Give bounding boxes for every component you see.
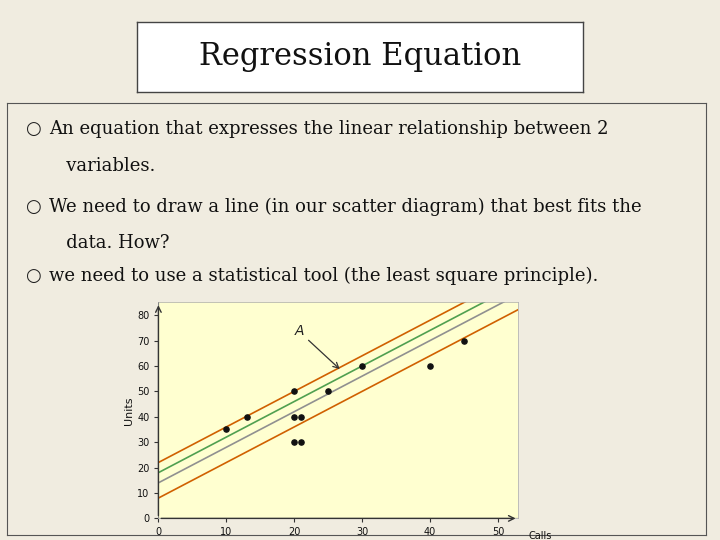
Text: An equation that expresses the linear relationship between 2: An equation that expresses the linear re… xyxy=(49,120,608,138)
Point xyxy=(424,362,436,370)
Text: ○: ○ xyxy=(24,267,40,285)
Text: Calls: Calls xyxy=(528,531,552,540)
Point xyxy=(289,413,300,421)
Point xyxy=(289,438,300,447)
Point xyxy=(459,336,470,345)
Point xyxy=(295,438,307,447)
Point xyxy=(323,387,334,396)
Y-axis label: Units: Units xyxy=(125,396,134,424)
Text: ○: ○ xyxy=(24,198,40,215)
Text: data. How?: data. How? xyxy=(49,234,170,252)
Point xyxy=(356,362,368,370)
Point xyxy=(289,387,300,396)
Text: We need to draw a line (in our scatter diagram) that best fits the: We need to draw a line (in our scatter d… xyxy=(49,198,642,216)
Point xyxy=(241,413,253,421)
Point xyxy=(220,425,232,434)
Text: variables.: variables. xyxy=(49,157,156,174)
Point xyxy=(295,413,307,421)
Text: ○: ○ xyxy=(24,120,40,138)
Text: we need to use a statistical tool (the least square principle).: we need to use a statistical tool (the l… xyxy=(49,267,598,285)
Text: Regression Equation: Regression Equation xyxy=(199,41,521,72)
Text: A: A xyxy=(294,325,338,368)
